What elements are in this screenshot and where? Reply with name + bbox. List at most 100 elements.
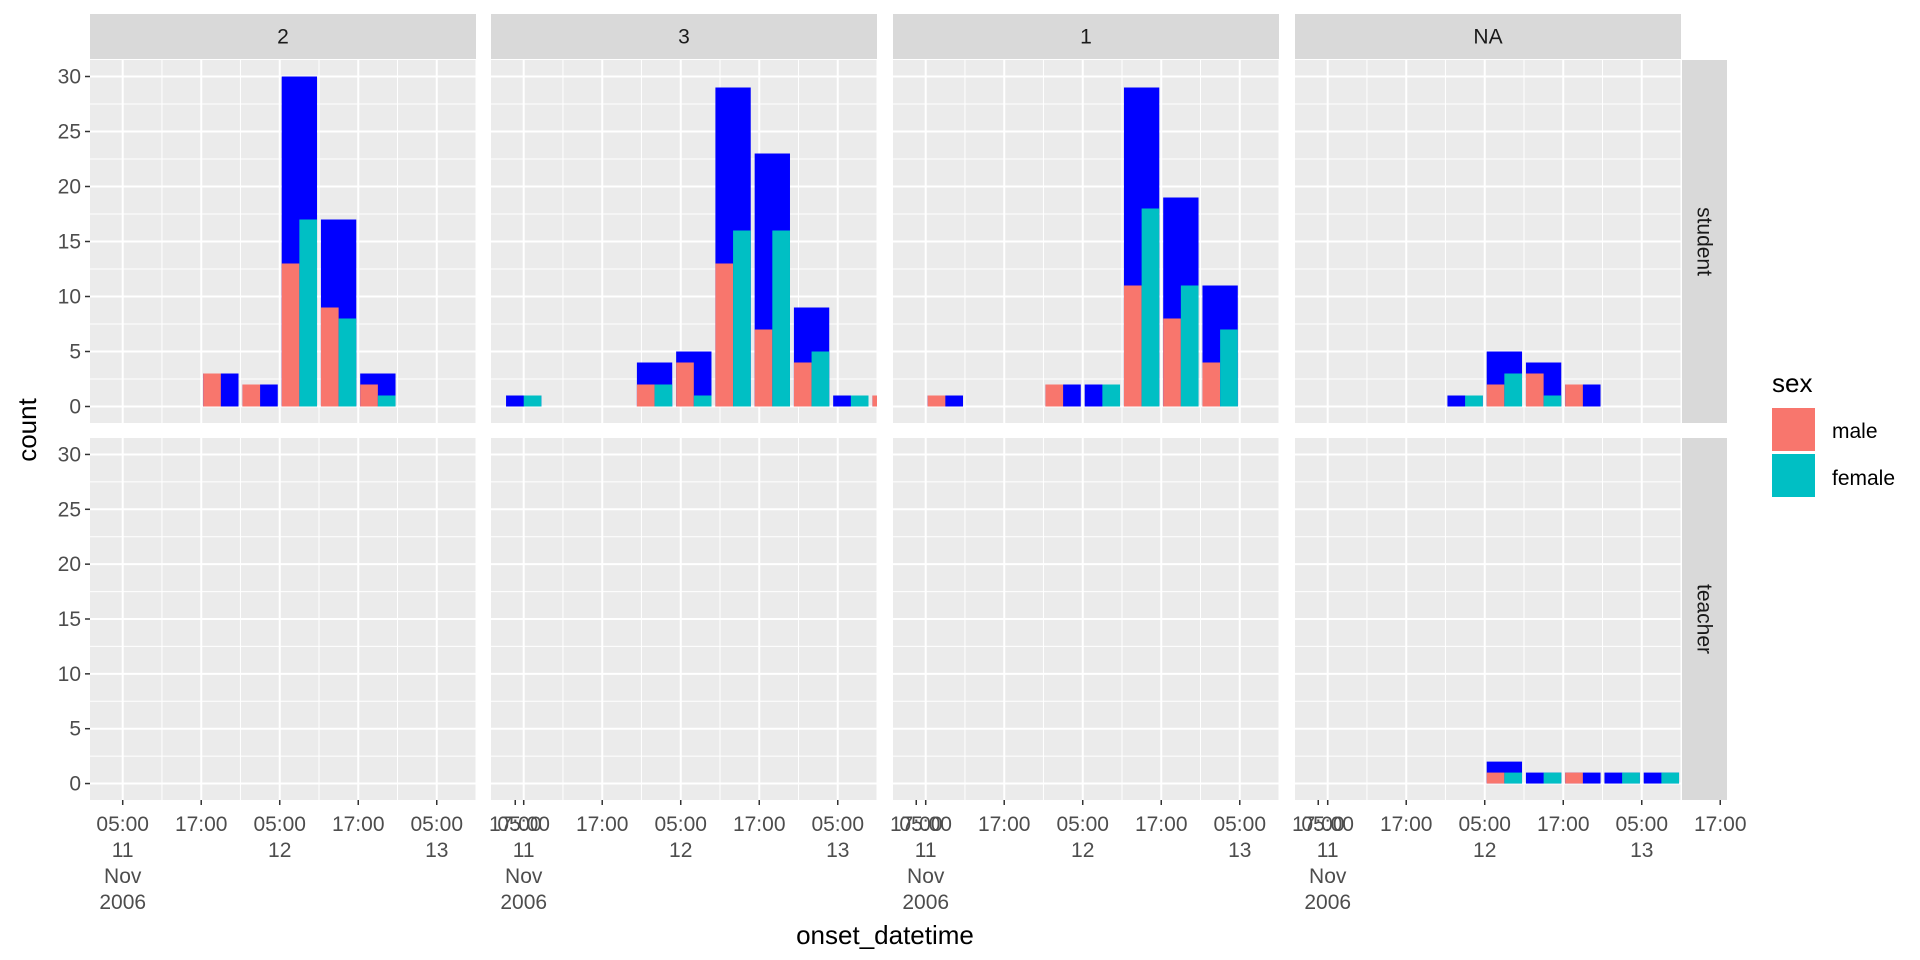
y-tick-label: 5 — [69, 341, 81, 364]
legend-label-male: male — [1832, 420, 1878, 443]
bar-female — [811, 351, 830, 407]
grid-lines — [491, 438, 877, 800]
bar-female — [850, 395, 869, 407]
bar-female — [523, 395, 542, 407]
bar-male — [1123, 285, 1142, 407]
bar-male — [1163, 318, 1181, 407]
bar-total — [833, 395, 869, 407]
x-tick-label: 17:00 — [978, 813, 1031, 836]
x-tick-label: 17:00 — [1537, 813, 1590, 836]
bar-male — [1202, 362, 1221, 407]
strip-label-1: 1 — [1080, 26, 1092, 49]
x-tick-label: 13 — [826, 839, 849, 862]
y-tick-label: 20 — [58, 176, 81, 199]
x-tick-label: 2006 — [99, 891, 146, 914]
legend: sex male female — [1772, 368, 1895, 497]
bar-male — [1486, 772, 1505, 784]
bar-female — [1622, 772, 1640, 784]
strip-label-teacher: teacher — [1693, 584, 1716, 654]
y-tick-label: 15 — [58, 231, 81, 254]
y-tick-label: 5 — [69, 718, 81, 741]
y-tick-label: 30 — [58, 443, 81, 466]
bar-male — [1486, 384, 1505, 407]
y-tick-label: 20 — [58, 553, 81, 576]
strip-right-student — [1682, 60, 1727, 423]
x-tick-label: 17:00 — [890, 813, 943, 836]
strip-top-NA — [1295, 14, 1681, 59]
legend-label-female: female — [1832, 467, 1895, 490]
x-tick-label: 11 — [112, 839, 134, 862]
bar-male — [320, 307, 339, 407]
bar-male — [715, 263, 734, 407]
x-tick-label: 05:00 — [410, 813, 463, 836]
y-tick-label: 0 — [69, 396, 81, 419]
x-tick-label: 05:00 — [811, 813, 864, 836]
x-tick-label: 05:00 — [899, 813, 952, 836]
x-tick-label: 2006 — [1304, 891, 1351, 914]
x-tick-label: 17:00 — [1135, 813, 1188, 836]
x-tick-label: 05:00 — [654, 813, 707, 836]
bar-female — [1543, 395, 1562, 407]
x-tick-label: Nov — [505, 865, 543, 888]
bar-male — [754, 329, 773, 407]
grid-lines — [893, 60, 1279, 423]
y-axis: 0 5 10 15 20 25 30 0 5 10 15 20 25 30 — [58, 66, 90, 796]
x-tick-label: 12 — [1071, 839, 1094, 862]
bar-female — [1504, 772, 1523, 784]
strip-label-student: student — [1693, 207, 1716, 276]
bar-female — [733, 230, 751, 407]
panel-2-student — [90, 60, 476, 423]
bar-female — [1543, 772, 1562, 784]
y-tick-label: 0 — [69, 773, 81, 796]
x-tick-label: 2006 — [902, 891, 949, 914]
x-tick-label: 11 — [915, 839, 937, 862]
bar-male — [636, 384, 655, 407]
x-tick-label: 13 — [1228, 839, 1251, 862]
grid-lines — [1295, 438, 1681, 800]
x-tick-label: 05:00 — [1056, 813, 1109, 836]
x-tick-label: 12 — [268, 839, 291, 862]
x-tick-label: 05:00 — [1301, 813, 1354, 836]
bar-male — [242, 384, 261, 407]
bar-female — [1102, 384, 1121, 407]
x-tick-label: 05:00 — [253, 813, 306, 836]
x-tick-label: 17:00 — [175, 813, 228, 836]
x-tick-label: 17:00 — [489, 813, 542, 836]
x-tick-label: 2006 — [500, 891, 547, 914]
x-tick-label: Nov — [104, 865, 142, 888]
bar-male — [927, 395, 946, 407]
bar-female — [772, 230, 790, 407]
x-tick-label: 05:00 — [1458, 813, 1511, 836]
facet-strips: 2 3 1 NA student teacher — [90, 14, 1727, 800]
x-tick-label: 17:00 — [1694, 813, 1747, 836]
bar-male — [872, 395, 877, 407]
grid-lines — [1295, 60, 1681, 423]
x-tick-label: 17:00 — [733, 813, 786, 836]
grid-lines — [893, 438, 1279, 800]
x-tick-label: 12 — [1473, 839, 1496, 862]
bar-male — [203, 373, 221, 407]
x-tick-label: 12 — [669, 839, 692, 862]
x-tick-label: 17:00 — [576, 813, 629, 836]
bar-male — [1565, 384, 1583, 407]
x-tick-label: 05:00 — [1213, 813, 1266, 836]
legend-title: sex — [1772, 368, 1812, 398]
panel-1-student — [893, 60, 1279, 423]
bars — [927, 87, 1238, 407]
x-tick-label: 05:00 — [96, 813, 149, 836]
legend-key-female — [1772, 454, 1815, 497]
legend-key-male — [1772, 408, 1815, 451]
bar-female — [1504, 373, 1523, 407]
x-tick-label: 13 — [425, 839, 448, 862]
x-tick-label: 17:00 — [1380, 813, 1433, 836]
bar-male — [1045, 384, 1064, 407]
bar-male — [360, 384, 378, 407]
strip-top-1 — [893, 14, 1279, 59]
bar-female — [693, 395, 712, 407]
bar-male — [1565, 772, 1583, 784]
bar-female — [1180, 285, 1199, 407]
y-tick-label: 25 — [58, 121, 81, 144]
bar-female — [299, 219, 318, 407]
